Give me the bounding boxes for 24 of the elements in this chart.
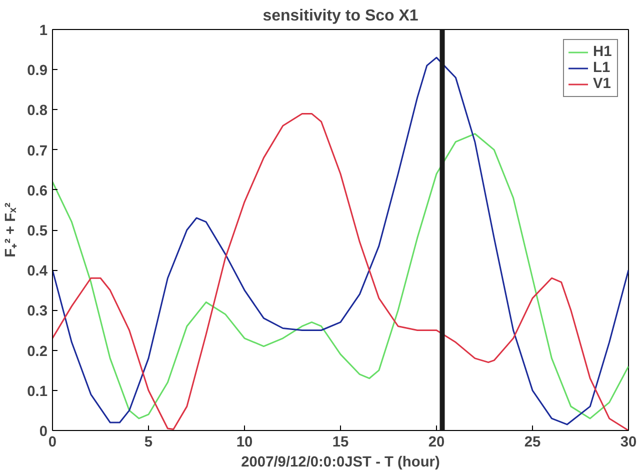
- x-tick-label: 15: [332, 434, 349, 450]
- x-axis-title: 2007/9/12/0:0:0JST - T (hour): [241, 454, 440, 470]
- legend-label: H1: [593, 44, 613, 60]
- y-tick-label: 0: [39, 424, 48, 440]
- x-tick-label: 10: [236, 434, 253, 450]
- x-tick-label: 5: [144, 434, 153, 450]
- x-tick-label: 25: [524, 434, 541, 450]
- x-tick-label: 20: [428, 434, 445, 450]
- y-tick-label: 0.2: [27, 344, 48, 360]
- legend-label: L1: [593, 60, 612, 76]
- y-tick-label: 0.6: [27, 183, 48, 200]
- y-tick-label: 0.3: [27, 304, 48, 320]
- y-tick-label: 0.9: [27, 63, 48, 80]
- y-tick-label: 0.7: [27, 143, 48, 160]
- chart-title: sensitivity to Sco X1: [262, 8, 418, 24]
- y-tick-label: 0.8: [27, 103, 48, 120]
- y-tick-label: 0.5: [27, 224, 48, 240]
- y-tick-label: 0.4: [27, 264, 48, 280]
- legend-label: V1: [593, 76, 612, 92]
- y-tick-label: 1: [39, 23, 48, 39]
- x-tick-label: 30: [620, 434, 637, 450]
- y-axis-title: F₊² + Fₓ²: [3, 202, 20, 258]
- line-series: [52, 56, 628, 426]
- y-tick-label: 0.1: [27, 384, 48, 400]
